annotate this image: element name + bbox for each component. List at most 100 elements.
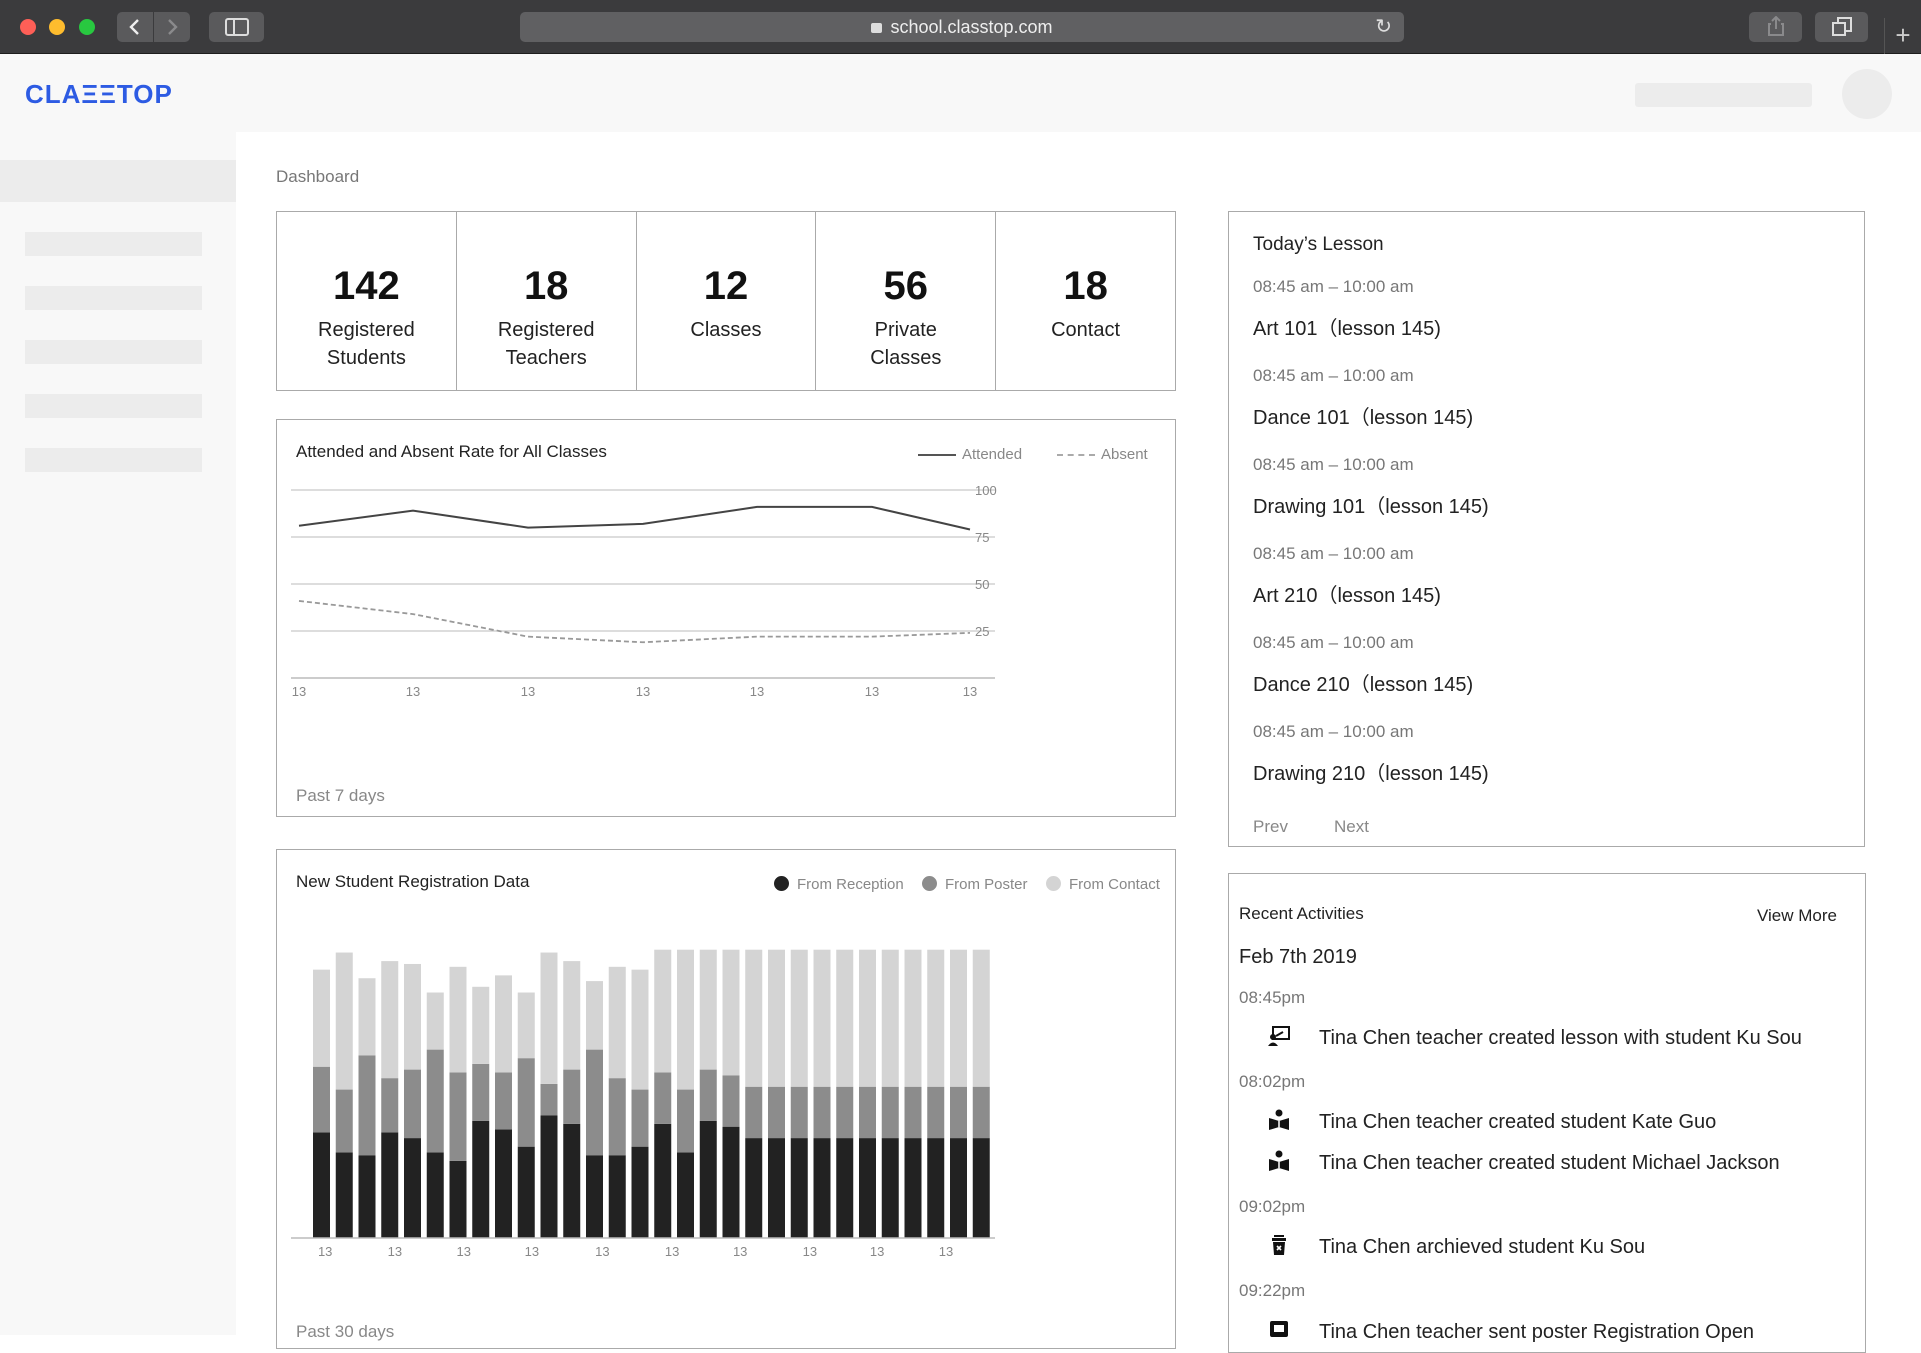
activity-row[interactable]: Tina Chen teacher created student Michae…	[1267, 1150, 1780, 1175]
bar-segment-from-poster	[335, 1089, 353, 1153]
bar-segment-from-poster	[836, 1086, 854, 1139]
bar-segment-from-poster	[927, 1086, 945, 1139]
bar-segment-from-reception	[404, 1138, 421, 1238]
bar-segment-from-reception	[722, 1126, 740, 1238]
legend-absent: Absent	[1057, 446, 1148, 463]
minimize-window-icon[interactable]	[49, 19, 65, 35]
sidebar-item[interactable]	[25, 286, 202, 310]
x-tick-label: 13	[939, 1244, 953, 1259]
fullscreen-window-icon[interactable]	[79, 19, 95, 35]
bar-segment-from-contact	[313, 969, 330, 1067]
sidebar-item[interactable]	[25, 394, 202, 418]
tabs-icon	[1831, 17, 1852, 36]
stat-value: 18	[1063, 264, 1108, 308]
lesson-name[interactable]: Dance 101（lesson 145)	[1253, 407, 1474, 429]
bar-segment-from-contact	[404, 963, 421, 1070]
lesson-time: 08:45 am – 10:00 am	[1253, 277, 1414, 296]
share-button[interactable]	[1749, 12, 1802, 42]
lesson-name[interactable]: Drawing 101（lesson 145)	[1253, 496, 1489, 518]
stat-value: 142	[333, 264, 400, 308]
bar-segment-from-reception	[859, 1138, 876, 1238]
bar-segment-from-reception	[813, 1138, 831, 1238]
lesson-name[interactable]: Art 210（lesson 145)	[1253, 585, 1441, 607]
stat-label: Registered Teachers	[497, 319, 595, 369]
activity-row[interactable]: Tina Chen archieved student Ku Sou	[1267, 1234, 1645, 1259]
back-button[interactable]	[117, 12, 153, 42]
lesson-name[interactable]: Drawing 210（lesson 145)	[1253, 763, 1489, 785]
sidebar-item[interactable]	[25, 340, 202, 364]
activity-row[interactable]: Tina Chen teacher sent poster Registrati…	[1267, 1319, 1754, 1344]
lesson-name[interactable]: Dance 210（lesson 145)	[1253, 674, 1474, 696]
poster-icon	[1270, 1321, 1288, 1337]
bar-segment-from-reception	[745, 1138, 763, 1238]
lesson-board-icon	[1268, 1026, 1290, 1046]
x-tick-label: 13	[963, 684, 977, 699]
header-search-placeholder[interactable]	[1635, 83, 1812, 107]
stat-registered-students[interactable]: 142 Registered Students	[277, 212, 457, 390]
bar-segment-from-contact	[927, 949, 945, 1087]
bar-segment-from-reception	[904, 1138, 922, 1238]
stat-classes[interactable]: 12 Classes	[637, 212, 817, 390]
dashed-line-icon	[1057, 454, 1095, 457]
stats-row: 142 Registered Students 18 Registered Te…	[276, 211, 1176, 391]
bar-segment-from-reception	[358, 1155, 376, 1238]
stat-registered-teachers[interactable]: 18 Registered Teachers	[457, 212, 637, 390]
x-tick-label: 13	[388, 1244, 402, 1259]
stat-private-classes[interactable]: 56 Private Classes	[816, 212, 997, 390]
attendance-chart-title: Attended and Absent Rate for All Classes	[296, 442, 607, 461]
stat-label: Classes	[690, 319, 762, 341]
light-dot-icon	[1046, 876, 1061, 891]
stat-label: Private Classes	[870, 319, 942, 369]
prev-button[interactable]: Prev	[1253, 817, 1288, 836]
reload-icon[interactable]: ↻	[1375, 16, 1392, 38]
lesson-time: 08:45 am – 10:00 am	[1253, 633, 1414, 652]
sidebar-toggle-button[interactable]	[209, 12, 264, 42]
archive-trash-icon	[1272, 1235, 1286, 1255]
legend-contact-label: From Contact	[1069, 876, 1160, 893]
bar-segment-from-reception	[950, 1138, 967, 1238]
forward-button[interactable]	[154, 12, 190, 42]
bar-segment-from-poster	[859, 1086, 876, 1139]
bar-segment-from-poster	[381, 1078, 399, 1133]
avatar[interactable]	[1842, 69, 1892, 119]
bar-segment-from-contact	[472, 986, 490, 1064]
lesson-time: 08:45 am – 10:00 am	[1253, 366, 1414, 385]
bar-segment-from-poster	[495, 1072, 512, 1130]
legend-attended-label: Attended	[962, 446, 1023, 463]
bar-segment-from-poster	[313, 1066, 330, 1133]
stat-label: Contact	[1051, 319, 1121, 341]
lesson-time: 08:45 am – 10:00 am	[1253, 455, 1414, 474]
logo[interactable]: CLAΞΞTOP	[25, 79, 173, 109]
bar-segment-from-poster	[745, 1086, 763, 1139]
sidebar-icon	[224, 18, 249, 36]
activity-row[interactable]: Tina Chen teacher created lesson with st…	[1267, 1025, 1802, 1050]
chevron-right-icon	[168, 19, 178, 35]
activity-text: Tina Chen teacher created student Kate G…	[1319, 1111, 1717, 1133]
address-bar[interactable]: school.classtop.com ↻	[520, 12, 1404, 42]
bar-segment-from-poster	[358, 1055, 376, 1156]
bar-segment-from-reception	[972, 1138, 990, 1238]
bar-segment-from-contact	[745, 949, 763, 1087]
sidebar-item[interactable]	[25, 448, 202, 472]
bar-segment-from-contact	[904, 949, 922, 1087]
tab-overview-button[interactable]	[1815, 12, 1868, 42]
bar-segment-from-reception	[426, 1152, 444, 1238]
new-tab-button[interactable]: +	[1884, 18, 1921, 54]
stat-contact[interactable]: 18 Contact	[996, 212, 1175, 390]
bar-segment-from-contact	[654, 949, 672, 1073]
bar-segment-from-poster	[790, 1086, 808, 1139]
bar-segment-from-poster	[404, 1069, 421, 1139]
sidebar-item-active[interactable]	[0, 160, 236, 202]
x-tick-label: 13	[750, 684, 764, 699]
close-window-icon[interactable]	[20, 19, 36, 35]
view-more-link[interactable]: View More	[1757, 906, 1837, 925]
sidebar-item[interactable]	[25, 232, 202, 256]
activity-text: Tina Chen teacher created lesson with st…	[1319, 1027, 1802, 1049]
y-tick-label: 50	[975, 577, 989, 592]
y-tick-label: 75	[975, 530, 989, 545]
activity-row[interactable]: Tina Chen teacher created student Kate G…	[1267, 1109, 1716, 1134]
bar-segment-from-reception	[631, 1146, 649, 1238]
next-button[interactable]: Next	[1334, 817, 1369, 836]
lesson-name[interactable]: Art 101（lesson 145)	[1253, 318, 1441, 340]
bar-segment-from-poster	[426, 1049, 444, 1153]
